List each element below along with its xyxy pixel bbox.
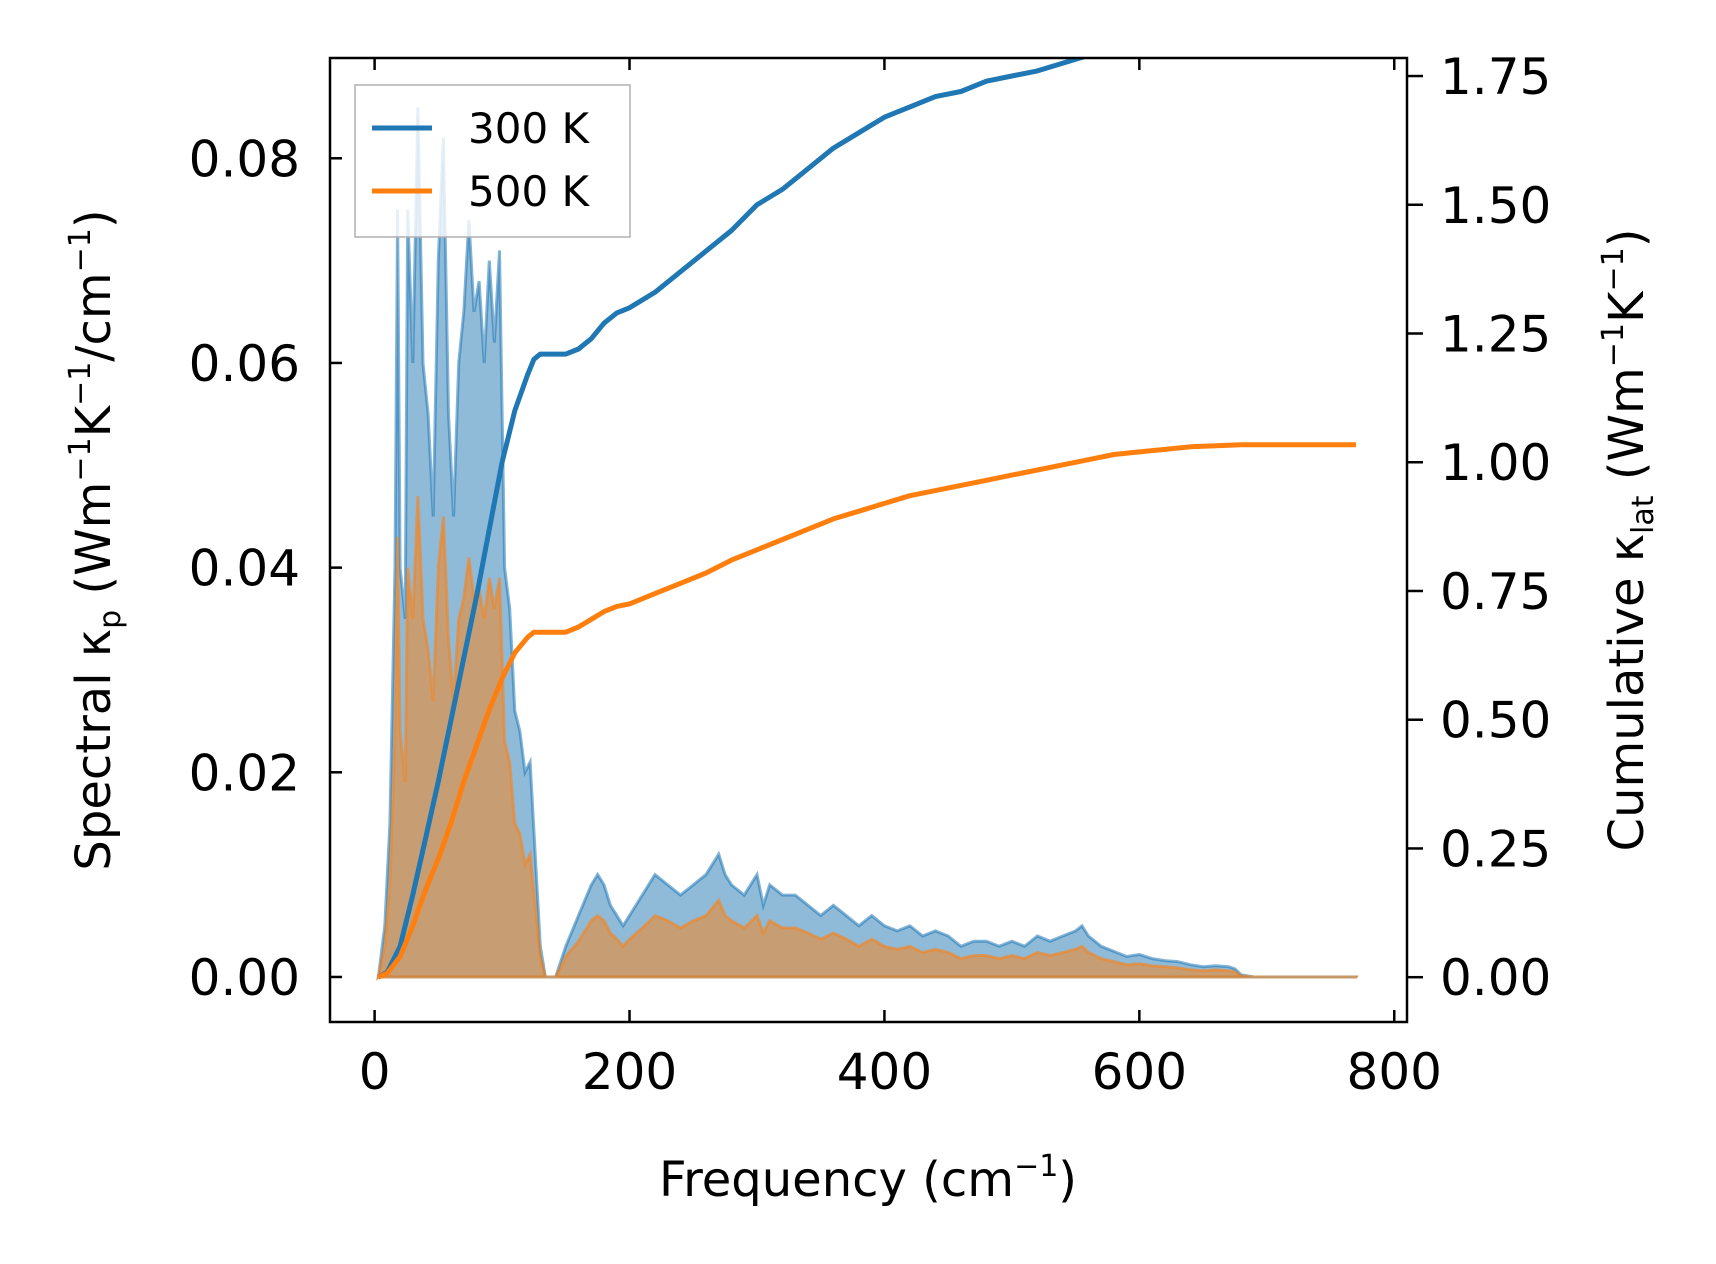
y-right-tick-label: 1.75	[1440, 48, 1551, 106]
y-right-tick-label: 0.75	[1440, 563, 1551, 621]
y-left-axis-label: Spectral κp (Wm−1K−1/cm−1)	[63, 209, 128, 870]
legend-box	[354, 84, 631, 238]
y-right-tick-label: 0.25	[1440, 820, 1551, 878]
y-left-axis-ticks: 0.00 0.02 0.04 0.06 0.08	[189, 130, 342, 1007]
x-tick-label: 200	[582, 1043, 677, 1101]
cumulative-line-500k	[377, 442, 1356, 980]
y-left-tick-label: 0.02	[189, 744, 300, 802]
y-right-axis-ticks: 0.00 0.25 0.50 0.75 1.00 1.25 1.50 1.75	[1407, 48, 1551, 1007]
y-left-tick-label: 0.06	[189, 335, 300, 393]
y-right-tick-label: 1.25	[1440, 306, 1551, 364]
y-right-tick-label: 0.00	[1440, 949, 1551, 1007]
plot-area	[376, 58, 1359, 981]
legend: 300 K 500 K	[354, 84, 631, 238]
x-axis-ticks: 0 200 400 600 800	[359, 58, 1442, 1101]
cumulative-line-300k	[377, 58, 1089, 980]
y-left-tick-label: 0.00	[189, 949, 300, 1007]
x-axis-label: Frequency (cm−1)	[659, 1149, 1077, 1208]
y-left-tick-label: 0.04	[189, 540, 300, 598]
y-right-axis-label: Cumulative κlat (Wm−1K−1)	[1596, 229, 1661, 852]
legend-label-500k: 500 K	[468, 167, 591, 216]
x-tick-label: 600	[1092, 1043, 1187, 1101]
y-right-tick-label: 1.00	[1440, 434, 1551, 492]
x-tick-label: 400	[837, 1043, 932, 1101]
y-right-tick-label: 0.50	[1440, 692, 1551, 750]
y-left-tick-label: 0.08	[189, 130, 300, 188]
plot-frame	[328, 56, 1409, 1024]
cumulative-lines	[377, 58, 1356, 980]
y-right-tick-label: 1.50	[1440, 177, 1551, 235]
x-tick-label: 0	[359, 1043, 391, 1101]
x-tick-label: 800	[1347, 1043, 1442, 1101]
legend-label-300k: 300 K	[468, 104, 591, 153]
